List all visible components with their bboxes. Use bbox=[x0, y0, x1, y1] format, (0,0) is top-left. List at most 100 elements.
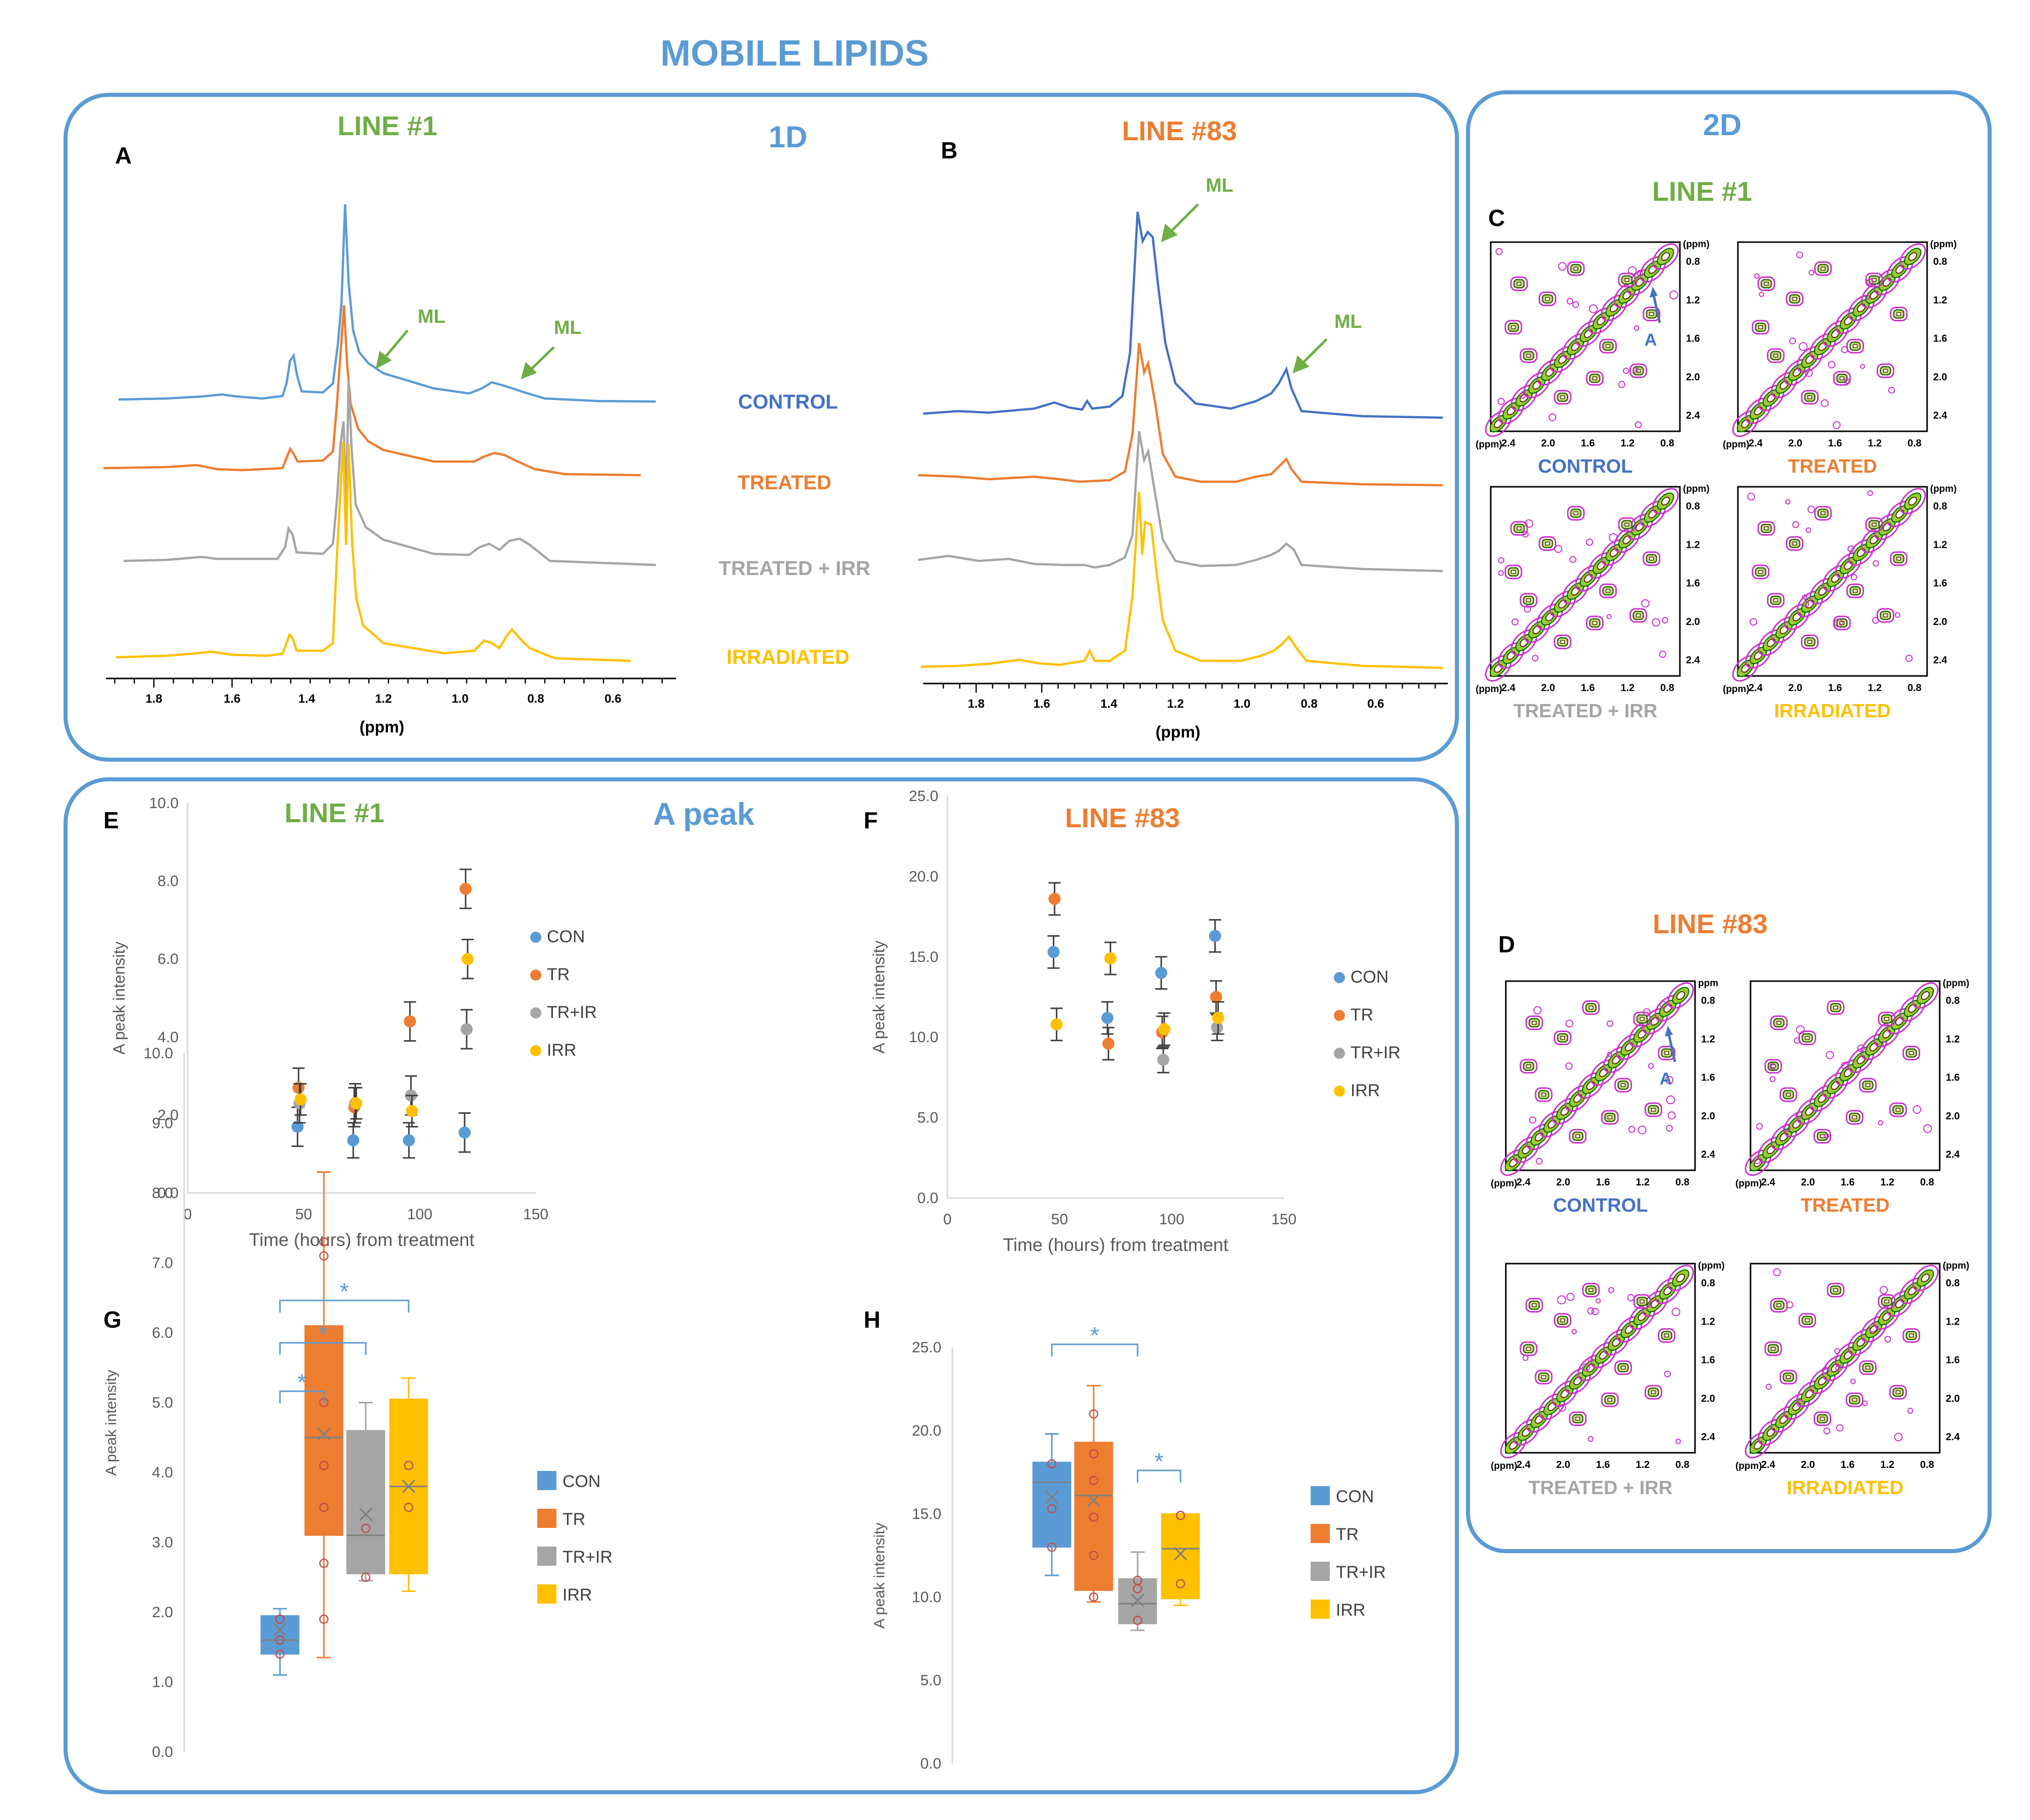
cross-peak bbox=[1872, 523, 1877, 527]
tocsy-y-tick: 1.6 bbox=[1946, 1072, 1960, 1084]
noise-contour bbox=[1798, 342, 1808, 351]
noise-contour bbox=[1907, 1407, 1913, 1414]
data-point bbox=[275, 1614, 285, 1624]
data-point-irr bbox=[462, 953, 474, 965]
panel-d-line-title: LINE #83 bbox=[1653, 909, 1768, 939]
tocsy-x-tick: 2.0 bbox=[1788, 682, 1802, 694]
cross-peak bbox=[1814, 506, 1832, 521]
tocsy-y-tick: 0.8 bbox=[1933, 501, 1947, 512]
noise-contour bbox=[1821, 399, 1829, 408]
cross-peak bbox=[1814, 1129, 1831, 1144]
tocsy-y-tick: 2.0 bbox=[1701, 1393, 1715, 1404]
cross-peak bbox=[1833, 615, 1851, 631]
tocsy-x-unit: (ppm) bbox=[1476, 439, 1502, 450]
x-tick-label: 0 bbox=[943, 1211, 952, 1228]
tocsy-y-tick: 1.2 bbox=[1933, 539, 1947, 550]
cross-peak bbox=[1852, 344, 1858, 348]
cross-peak bbox=[1884, 1017, 1889, 1021]
data-point-tr bbox=[1210, 991, 1222, 1003]
tocsy-y-tick: 1.2 bbox=[1686, 539, 1700, 550]
data-point bbox=[319, 1237, 329, 1247]
noise-contour bbox=[1878, 1120, 1884, 1126]
significance-star: * bbox=[340, 1278, 349, 1304]
panel-a-spectra bbox=[103, 204, 656, 662]
cross-peak bbox=[1554, 635, 1571, 649]
tocsy-y-tick: 1.2 bbox=[1701, 1316, 1715, 1327]
noise-contour bbox=[1628, 266, 1637, 275]
panel-a-letter: A bbox=[115, 142, 132, 168]
ml-arrow bbox=[1168, 203, 1199, 234]
tocsy-x-unit: (ppm) bbox=[1491, 1178, 1517, 1189]
x-tick-label: 100 bbox=[407, 1206, 432, 1223]
tocsy-x-tick: 2.4 bbox=[1749, 438, 1763, 449]
y-tick-label: 4.0 bbox=[157, 1029, 179, 1046]
noise-contour bbox=[1608, 1287, 1614, 1293]
tocsy-x-unit: (ppm) bbox=[1723, 439, 1750, 450]
axis-tick-label: 1.2 bbox=[1167, 697, 1183, 711]
cross-peak bbox=[1645, 1385, 1662, 1400]
noise-contour bbox=[1793, 1037, 1800, 1044]
noise-contour bbox=[1796, 251, 1803, 259]
data-point bbox=[1089, 1409, 1099, 1419]
tocsy-x-tick: 2.4 bbox=[1516, 1459, 1531, 1470]
cross-peak bbox=[1560, 395, 1565, 400]
tocsy-y-tick: 1.6 bbox=[1933, 333, 1947, 345]
tocsy-y-tick: 2.0 bbox=[1933, 616, 1947, 628]
data-point-con bbox=[1101, 1011, 1114, 1024]
cross-peak bbox=[1827, 1000, 1845, 1015]
legend-label: CON bbox=[562, 1472, 601, 1491]
cross-peak bbox=[1511, 325, 1516, 329]
tocsy-x-tick: 1.6 bbox=[1581, 682, 1595, 694]
data-point bbox=[319, 1614, 329, 1624]
noise-contour bbox=[1841, 1062, 1848, 1069]
axis-tick-label: 1.6 bbox=[223, 692, 240, 706]
tocsy-x-tick: 1.2 bbox=[1620, 438, 1634, 449]
y-tick-label: 20.0 bbox=[912, 1423, 941, 1439]
legend-label: CON bbox=[547, 927, 585, 946]
axis-tick-label: 1.6 bbox=[1033, 697, 1050, 711]
ml-arrowhead bbox=[1161, 223, 1178, 243]
significance-bracket bbox=[1137, 1469, 1181, 1483]
noise-contour bbox=[1591, 1307, 1599, 1316]
noise-contour bbox=[1754, 273, 1760, 279]
tocsy-x-tick: 0.8 bbox=[1675, 1177, 1689, 1188]
cross-peak bbox=[1889, 1102, 1907, 1117]
data-point-con bbox=[1155, 966, 1167, 979]
cross-peak bbox=[1779, 1370, 1797, 1385]
cross-peak bbox=[1649, 312, 1654, 316]
cross-peak bbox=[1833, 1005, 1838, 1010]
tocsy-condition-label: IRRADIATED bbox=[1774, 701, 1891, 722]
tocsy-x-tick: 1.6 bbox=[1596, 1459, 1610, 1470]
cross-peak bbox=[1651, 1108, 1656, 1112]
y-tick-label: 15.0 bbox=[909, 949, 938, 965]
tocsy-y-tick: 2.0 bbox=[1933, 372, 1947, 383]
cross-peak bbox=[1605, 589, 1611, 593]
x-axis-title: Time (hours) from treatment bbox=[249, 1229, 475, 1250]
cross-peak bbox=[1767, 593, 1785, 608]
mean-marker bbox=[359, 1508, 373, 1521]
tocsy-y-tick: 2.4 bbox=[1701, 1149, 1716, 1160]
cross-peak bbox=[1758, 325, 1763, 329]
legend-label: TR bbox=[1336, 1525, 1359, 1544]
cross-peak bbox=[1519, 348, 1538, 363]
cross-peak bbox=[1526, 1064, 1531, 1068]
y-tick-label: 6.0 bbox=[152, 1325, 173, 1341]
legend-marker bbox=[1334, 1086, 1345, 1097]
y-tick-label: 4.0 bbox=[152, 1464, 173, 1481]
tocsy-y-tick: 1.6 bbox=[1686, 333, 1700, 345]
noise-contour bbox=[1844, 378, 1850, 384]
y-tick-label: 20.0 bbox=[909, 868, 938, 885]
legend-marker bbox=[530, 970, 541, 981]
noise-contour bbox=[1894, 612, 1901, 618]
tocsy-y-tick: 0.8 bbox=[1686, 501, 1700, 512]
noise-contour bbox=[1766, 1384, 1772, 1390]
tocsy-y-tick: 1.2 bbox=[1946, 1316, 1960, 1327]
cross-peak bbox=[1852, 589, 1858, 593]
data-point bbox=[275, 1635, 285, 1645]
cross-peak bbox=[1510, 276, 1528, 291]
significance-star: * bbox=[298, 1369, 307, 1395]
cross-peak bbox=[1614, 1077, 1632, 1093]
diagonal-contour bbox=[1921, 991, 1930, 1000]
diagonal-contour bbox=[1912, 1265, 1939, 1291]
x-axis-title: Time (hours) from treatment bbox=[1003, 1234, 1228, 1255]
